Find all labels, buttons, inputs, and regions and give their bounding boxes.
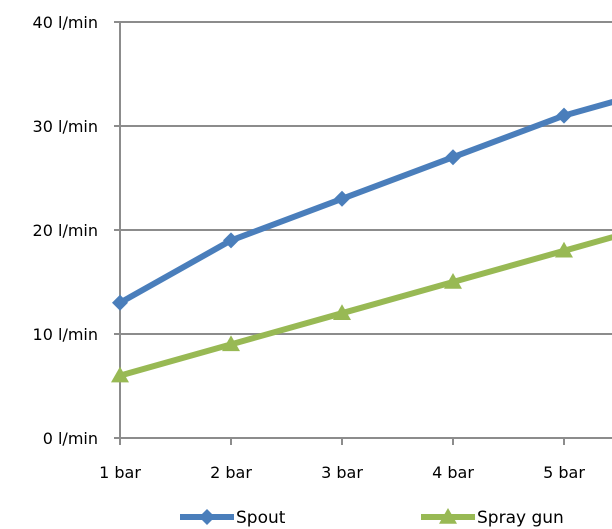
gridlines bbox=[120, 21, 612, 335]
x-tick-label: 2 bar bbox=[210, 463, 252, 482]
legend-label: Spout bbox=[236, 508, 286, 528]
series-spray-gun bbox=[111, 234, 612, 383]
series-line-spray-gun bbox=[117, 234, 612, 379]
series-spout bbox=[112, 98, 612, 311]
y-tick-label: 40 l/min bbox=[33, 13, 98, 32]
data-point-spray-gun bbox=[222, 335, 240, 352]
legend: Spout Spray gun bbox=[180, 508, 564, 528]
data-point-spray-gun bbox=[333, 304, 351, 320]
series-lines bbox=[111, 98, 612, 383]
legend-item-spray-gun: Spray gun bbox=[421, 508, 564, 528]
x-tick-label: 1 bar bbox=[99, 463, 141, 482]
data-point-spout bbox=[445, 149, 461, 166]
y-tick-label: 0 l/min bbox=[43, 429, 98, 448]
axes bbox=[114, 21, 612, 445]
y-axis-tick-labels: 0 l/min 10 l/min 20 l/min 30 l/min 40 l/min bbox=[33, 13, 98, 448]
x-tick-label: 3 bar bbox=[321, 463, 363, 482]
y-tick-label: 10 l/min bbox=[33, 325, 98, 344]
legend-label: Spray gun bbox=[477, 508, 564, 528]
data-point-spout bbox=[334, 190, 350, 207]
y-tick-label: 20 l/min bbox=[33, 221, 98, 240]
data-point-spout bbox=[223, 232, 239, 249]
data-point-spray-gun bbox=[111, 366, 129, 383]
data-point-spout bbox=[112, 294, 128, 311]
legend-marker bbox=[439, 508, 457, 524]
y-tick-label: 30 l/min bbox=[33, 117, 98, 136]
series-line-spout bbox=[117, 98, 612, 306]
data-point-spray-gun bbox=[444, 273, 462, 289]
data-point-spout bbox=[556, 107, 572, 124]
legend-marker bbox=[199, 509, 215, 525]
data-point-spray-gun bbox=[555, 241, 573, 258]
x-tick-label: 5 bar bbox=[543, 463, 585, 482]
x-tick-label: 4 bar bbox=[432, 463, 474, 482]
legend-item-spout: Spout bbox=[180, 508, 286, 528]
